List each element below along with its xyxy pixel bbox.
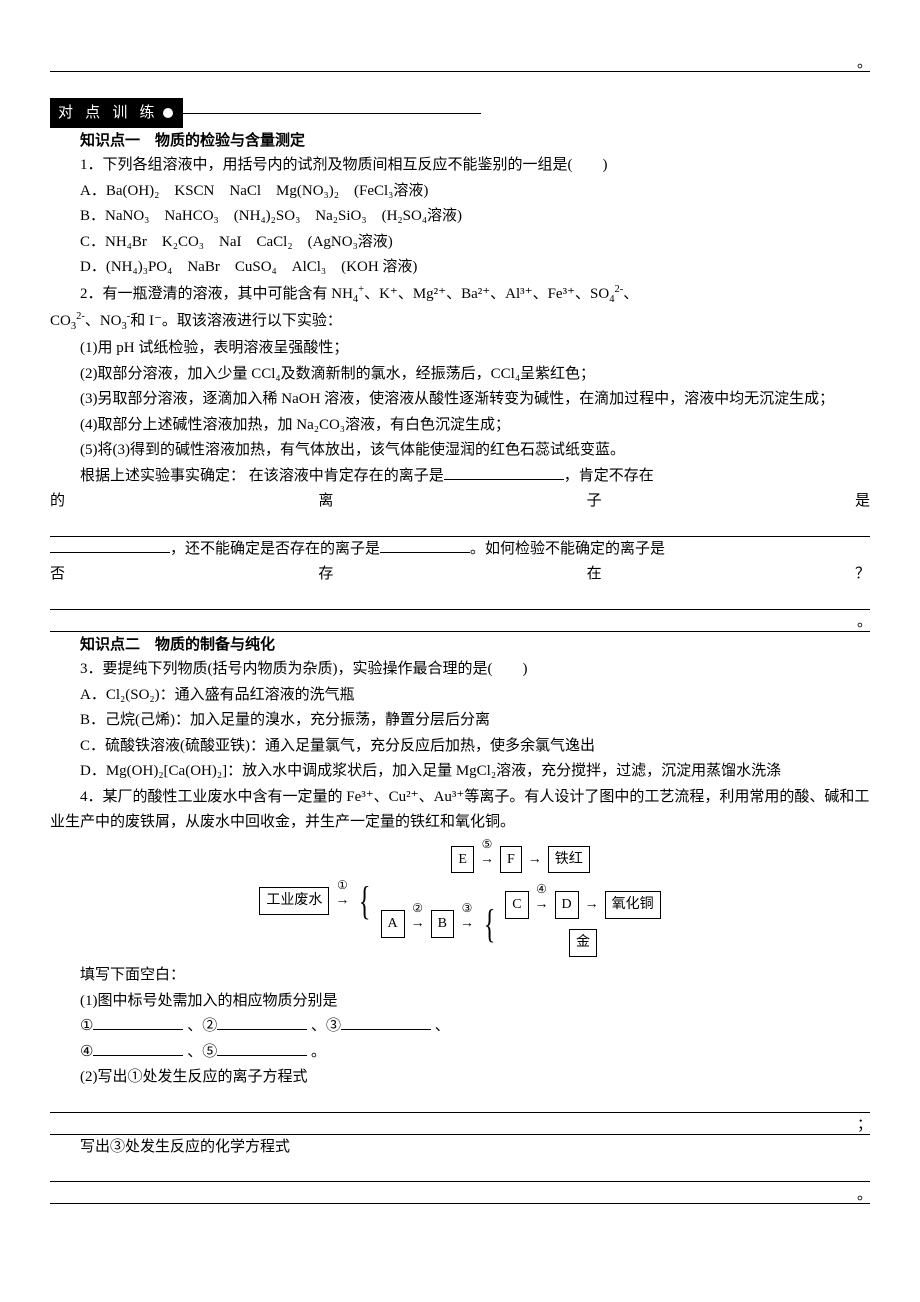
q1-optB: B．NaNO₃ NaHCO₃ (NH₄)₂SO₃ Na₂SiO₃ (H₂SO₄溶… (50, 204, 870, 230)
blank-line (50, 588, 870, 610)
q1-optC: C．NH₄Br K₂CO₃ NaI CaCl₂ (AgNO₃溶液) (50, 230, 870, 256)
q4-p1: (1)图中标号处需加入的相应物质分别是 (50, 989, 870, 1015)
blank-line (50, 515, 870, 537)
blank (93, 1029, 183, 1030)
arrow-icon: → (528, 848, 542, 872)
process-flowchart: 工业废水 ①→ { E ⑤→ F → 铁红 A ②→ B ③→ { C ④→ D… (200, 846, 720, 957)
blank (217, 1055, 307, 1056)
bottom-branch: A ②→ B ③→ { C ④→ D → 氧化铜 金 (381, 891, 661, 957)
q4-p2: (2)写出①处发生反应的离子方程式 (50, 1065, 870, 1091)
q2-stem-cont: CO32-、NO3-和 I⁻。取该溶液进行以下实验： (50, 308, 870, 336)
q4-stem: 4．某厂的酸性工业废水中含有一定量的 Fe³⁺、Cu²⁺、Au³⁺等离子。有人设… (50, 785, 870, 836)
blank (93, 1055, 183, 1056)
blank (50, 552, 170, 553)
blank (444, 479, 564, 480)
q3-optB: B．己烷(己烯)：加入足量的溴水，充分振荡，静置分层后分离 (50, 708, 870, 734)
q3-optD: D．Mg(OH)₂[Ca(OH)₂]：放入水中调成浆状后，加入足量 MgCl₂溶… (50, 759, 870, 785)
q2-p4: (4)取部分上述碱性溶液加热，加 Na₂CO₃溶液，有白色沉淀生成； (50, 413, 870, 439)
q2-justify2: 否 存 在 ？ (50, 562, 870, 588)
q2-p3: (3)另取部分溶液，逐滴加入稀 NaOH 溶液，使溶液从酸性逐渐转变为碱性，在滴… (50, 387, 870, 413)
q4-blanks-line2: ④ 、⑤ 。 (50, 1040, 870, 1066)
edge-1: ①→ (335, 889, 349, 913)
top-branch: E ⑤→ F → 铁红 (451, 846, 589, 874)
edge-2: ②→ (411, 912, 425, 936)
answer-blank-line: 。 (50, 50, 870, 72)
edge-3: ③→ (460, 912, 474, 936)
node-cuo: 氧化铜 (605, 891, 661, 919)
q2-stem: 2．有一瓶澄清的溶液，其中可能含有 NH4+、K⁺、Mg²⁺、Ba²⁺、Al³⁺… (50, 281, 870, 309)
kp2-title: 知识点二 物质的制备与纯化 (50, 632, 870, 658)
node-source: 工业废水 (259, 887, 329, 915)
open-brace-icon: { (359, 881, 371, 921)
bullet-icon (163, 108, 173, 118)
section-header: 对 点 训 练 (50, 98, 870, 128)
node-E: E (451, 846, 474, 874)
q2-justify1: 的 离 子 是 (50, 489, 870, 515)
q2-ask1: 根据上述实验事实确定： 在该溶液中肯定存在的离子是，肯定不存在 (50, 464, 870, 490)
kp1-title: 知识点一 物质的检验与含量测定 (50, 128, 870, 154)
q2-p2: (2)取部分溶液，加入少量 CCl₄及数滴新制的氯水，经振荡后，CCl₄呈紫红色… (50, 362, 870, 388)
blank-line-period: 。 (50, 1182, 870, 1204)
blank (341, 1029, 431, 1030)
blank-line (50, 1160, 870, 1182)
q1-optA: A．Ba(OH)₂ KSCN NaCl Mg(NO₃)₂ (FeCl₃溶液) (50, 179, 870, 205)
node-F: F (500, 846, 522, 874)
q1-stem: 1．下列各组溶液中，用括号内的试剂及物质间相互反应不能鉴别的一组是( ) (50, 153, 870, 179)
blank (217, 1029, 307, 1030)
blank-line-semicolon: ； (50, 1113, 870, 1135)
q4-blanks-line1: ① 、② 、③ 、 (50, 1014, 870, 1040)
node-A: A (381, 910, 405, 938)
node-ironred: 铁红 (548, 846, 590, 874)
q3-optC: C．硫酸铁溶液(硫酸亚铁)：通入足量氯气，充分反应后加热，使多余氯气逸出 (50, 734, 870, 760)
edge-4: ④→ (535, 893, 549, 917)
section-label: 对 点 训 练 (50, 98, 183, 128)
q4-p3: 写出③处发生反应的化学方程式 (50, 1135, 870, 1161)
node-C: C (505, 891, 528, 919)
q2-p5: (5)将(3)得到的碱性溶液加热，有气体放出，该气体能使湿润的红色石蕊试纸变蓝。 (50, 438, 870, 464)
node-D: D (555, 891, 579, 919)
blank-line (50, 1091, 870, 1113)
q2-ask2: ，还不能确定是否存在的离子是。如何检验不能确定的离子是 (50, 537, 870, 563)
edge-5: ⑤→ (480, 848, 494, 872)
q1-optD: D．(NH₄)₃PO₄ NaBr CuSO₄ AlCl₃ (KOH 溶液) (50, 255, 870, 281)
node-B: B (431, 910, 454, 938)
q3-stem: 3．要提纯下列物质(括号内物质为杂质)，实验操作最合理的是( ) (50, 657, 870, 683)
blank-line-period: 。 (50, 610, 870, 632)
q4-fill-intro: 填写下面空白： (50, 963, 870, 989)
section-rule (181, 113, 481, 114)
node-gold: 金 (569, 929, 597, 957)
q2-p1: (1)用 pH 试纸检验，表明溶液呈强酸性； (50, 336, 870, 362)
q3-optA: A．Cl₂(SO₂)：通入盛有品红溶液的洗气瓶 (50, 683, 870, 709)
open-brace-icon: { (484, 904, 496, 944)
arrow-icon: → (585, 893, 599, 917)
blank (380, 552, 470, 553)
